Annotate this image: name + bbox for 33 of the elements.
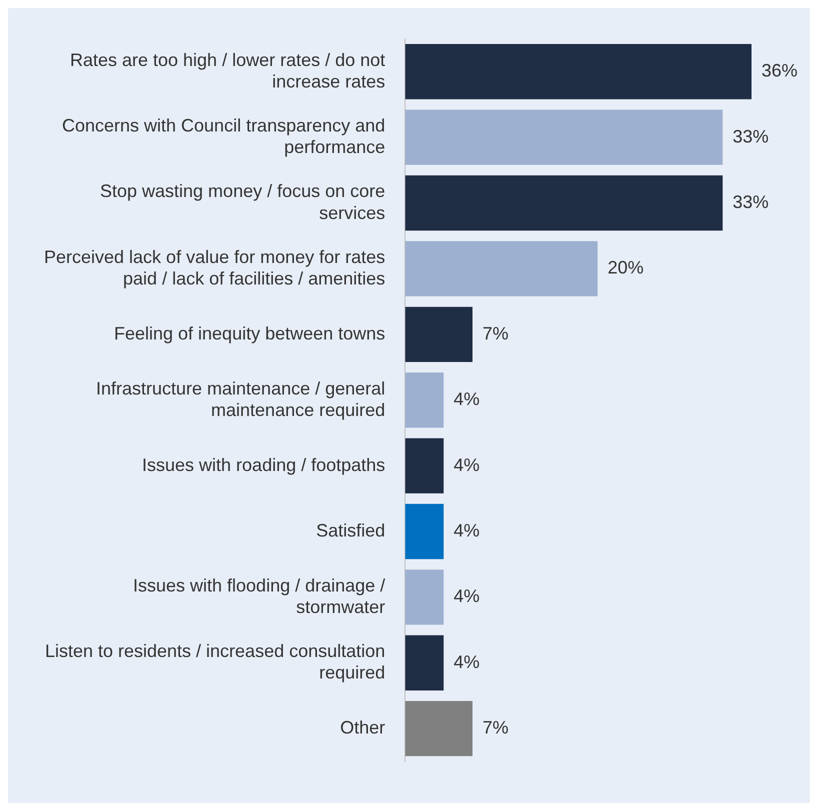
data-label: 33% (732, 126, 769, 146)
data-label: 4% (454, 520, 480, 540)
bar (405, 635, 444, 690)
bar (405, 504, 444, 560)
bar (405, 241, 598, 296)
data-label: 4% (454, 454, 480, 475)
y-tick-label: Concerns with Council transparency and performance (62, 116, 386, 158)
data-label: 4% (454, 389, 480, 410)
y-tick-label: Issues with roading / footpaths (142, 454, 386, 475)
data-label: 33% (732, 192, 769, 212)
bar (405, 110, 723, 165)
data-label: 7% (482, 718, 509, 738)
bar (405, 372, 444, 428)
y-tick-label: Satisfied (316, 520, 386, 540)
bar (405, 570, 444, 625)
y-tick-label: Stop wasting money / focus on core services (100, 181, 386, 223)
y-tick-label: Other (340, 718, 386, 738)
bar (405, 700, 473, 756)
bar (405, 44, 752, 100)
y-tick-label: Perceived lack of value for money for rates paid / lack of facilities / amenities (44, 246, 386, 288)
data-label: 4% (454, 586, 480, 606)
bar (405, 306, 473, 362)
data-label: 4% (454, 652, 480, 672)
y-tick-label: Feeling of inequity between towns (114, 323, 386, 344)
bar (405, 175, 723, 231)
bar (405, 438, 444, 494)
y-tick-label: Issues with flooding / drainage / stormwater (133, 575, 386, 617)
y-tick-label: Infrastructure maintenance / general maintenance required (96, 378, 386, 420)
data-label: 20% (608, 258, 644, 278)
y-tick-label: Rates are too high / lower rates / do not increase rates (70, 50, 386, 92)
y-tick-label: Listen to residents / increased consultation required (44, 641, 386, 683)
data-label: 36% (762, 60, 798, 81)
data-label: 7% (482, 323, 509, 344)
